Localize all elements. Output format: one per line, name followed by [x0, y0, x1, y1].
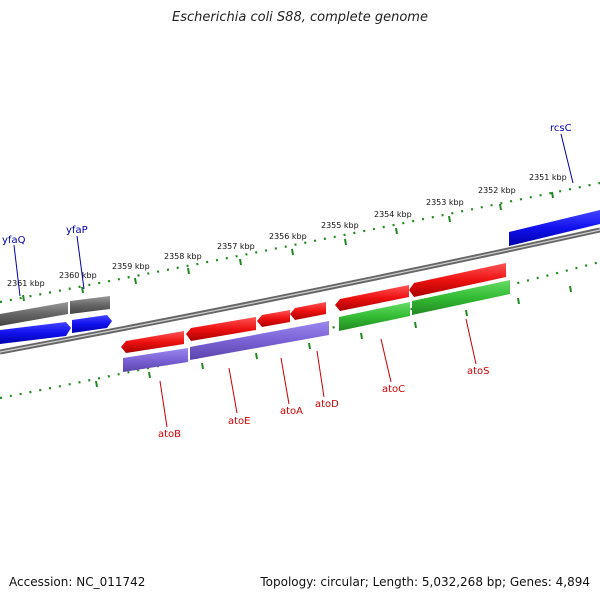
gene-arrow-rcsc[interactable]	[509, 210, 600, 246]
kbp-label: 2353 kbp	[426, 198, 464, 207]
major-ticks-lower	[95, 285, 572, 388]
kbp-label: 2359 kbp	[112, 262, 150, 271]
leader-line-rcsc	[560, 133, 574, 184]
gene-label-atob: atoB	[158, 429, 181, 440]
kbp-label: 2352 kbp	[478, 186, 516, 195]
leader-line-yfap	[76, 235, 85, 290]
leader-line-atos	[465, 318, 477, 365]
gene-label-yfap: yfaP	[66, 225, 88, 236]
major-ticks-upper	[22, 191, 554, 302]
leader-line-atoa	[280, 357, 290, 405]
feature-track-gray[interactable]	[70, 296, 110, 314]
leader-line-atod	[316, 350, 325, 398]
gene-label-rcsc: rcsC	[550, 123, 572, 134]
genome-summary-text: Topology: circular; Length: 5,032,268 bp…	[260, 575, 590, 589]
gene-arrow-yfaq[interactable]	[0, 322, 71, 344]
feature-track-gray[interactable]	[0, 302, 68, 326]
kbp-label: 2351 kbp	[529, 173, 567, 182]
feature-track-green[interactable]	[412, 280, 510, 315]
kbp-label: 2361 kbp	[7, 279, 45, 288]
gene-label-atos: atoS	[467, 366, 490, 377]
feature-track-purple[interactable]	[190, 321, 329, 360]
gene-arrow-atoa[interactable]	[257, 310, 290, 327]
gene-label-yfaq: yfaQ	[2, 235, 26, 246]
gene-label-atoa: atoA	[280, 406, 303, 417]
gene-label-atoe: atoE	[228, 416, 251, 427]
kbp-label: 2358 kbp	[164, 252, 202, 261]
accession-text: Accession: NC_011742	[9, 575, 146, 589]
kbp-label: 2360 kbp	[59, 271, 97, 280]
kbp-label: 2355 kbp	[321, 221, 359, 230]
feature-track-green[interactable]	[339, 302, 410, 331]
feature-track-purple[interactable]	[123, 348, 188, 372]
gene-label-atoc: atoC	[382, 384, 405, 395]
kbp-label: 2357 kbp	[217, 242, 255, 251]
gene-label-atod: atoD	[315, 399, 339, 410]
gene-arrow-atod[interactable]	[290, 302, 326, 320]
kbp-label: 2356 kbp	[269, 232, 307, 241]
leader-line-atoc	[380, 338, 392, 383]
leader-line-yfaq	[13, 244, 21, 297]
leader-line-atob	[159, 380, 168, 428]
kbp-label: 2354 kbp	[374, 210, 412, 219]
gene-arrow-atoc[interactable]	[335, 285, 409, 311]
gene-arrow-atos[interactable]	[409, 263, 506, 297]
map-title: Escherichia coli S88, complete genome	[172, 10, 428, 25]
gene-arrow-yfap[interactable]	[72, 315, 112, 333]
gene-arrow-atoe[interactable]	[186, 317, 256, 341]
gene-arrow-atob[interactable]	[121, 331, 184, 353]
leader-line-atoe	[228, 367, 238, 414]
